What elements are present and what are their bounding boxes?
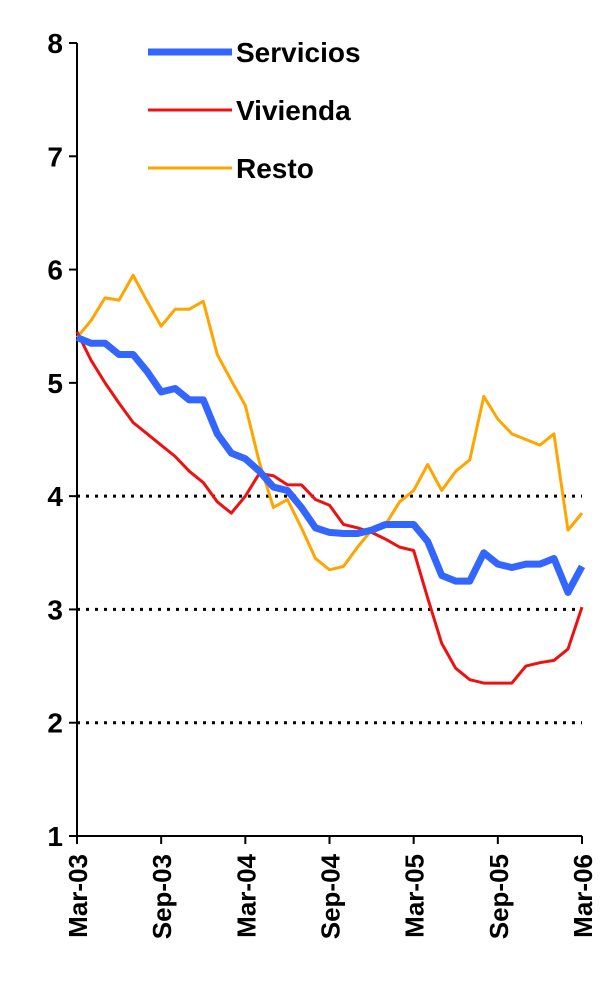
y-tick-label: 1	[47, 821, 63, 852]
series-line	[75, 273, 584, 572]
y-tick-label: 3	[47, 594, 63, 625]
y-tick-label: 8	[47, 28, 63, 59]
y-tick-label: 5	[47, 368, 63, 399]
series-line	[75, 334, 586, 596]
series-line	[75, 331, 584, 685]
legend-label: Vivienda	[236, 95, 351, 126]
legend-label: Servicios	[236, 37, 361, 68]
x-tick-label: Sep-04	[316, 853, 346, 939]
x-tick-label: Sep-03	[147, 854, 177, 939]
y-tick-label: 4	[47, 481, 63, 512]
legend-label: Resto	[236, 153, 314, 184]
y-tick-label: 6	[47, 255, 63, 286]
y-tick-label: 2	[47, 708, 63, 739]
x-tick-label: Mar-06	[568, 854, 598, 938]
x-tick-label: Mar-05	[400, 854, 430, 938]
x-tick-label: Mar-03	[63, 854, 93, 938]
y-tick-label: 7	[47, 141, 63, 172]
x-tick-label: Sep-05	[484, 854, 514, 939]
x-tick-label: Mar-04	[231, 853, 261, 937]
